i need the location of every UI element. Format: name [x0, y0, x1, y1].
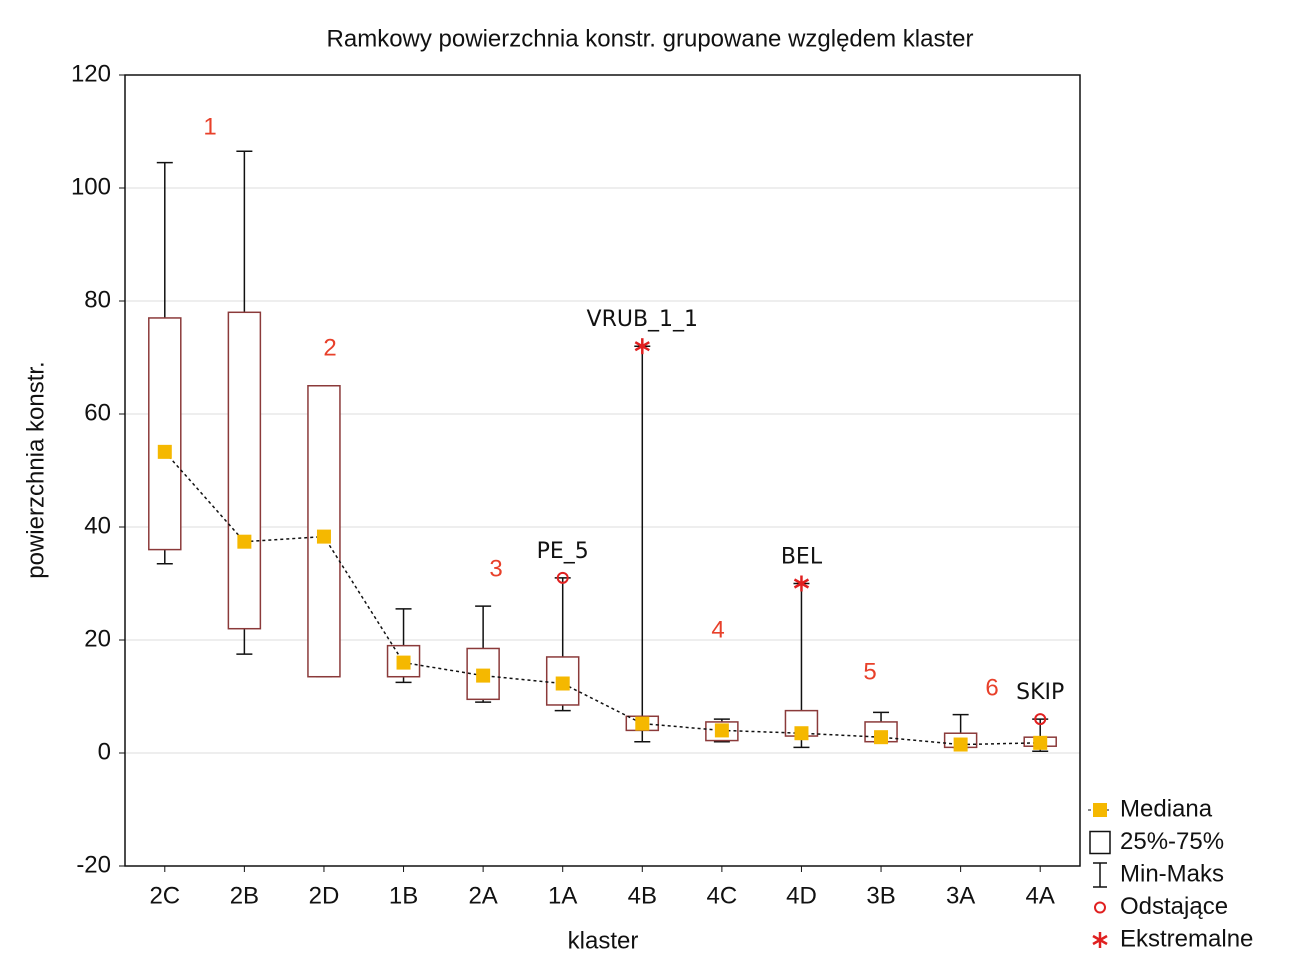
y-tick-label: 40	[84, 512, 111, 539]
x-tick-label: 3B	[866, 882, 895, 909]
group-label: 5	[863, 658, 876, 685]
chart-title: Ramkowy powierzchnia konstr. grupowane w…	[327, 25, 974, 52]
group-label: 1	[203, 113, 216, 140]
median-marker	[396, 655, 411, 670]
x-tick-label: 1B	[389, 882, 418, 909]
y-tick-label: 0	[98, 738, 111, 765]
outlier	[556, 571, 569, 584]
y-tick-label: 100	[71, 173, 111, 200]
legend-label: Ekstremalne	[1120, 925, 1253, 952]
plot-frame	[124, 74, 1081, 867]
legend-box	[1089, 830, 1111, 855]
median-marker	[1033, 735, 1048, 750]
median-marker	[237, 534, 252, 549]
x-tick-label: 3A	[946, 882, 975, 909]
x-tick-label: 4A	[1026, 882, 1055, 909]
outlier-label: SKIP	[1016, 680, 1064, 705]
x-tick-label: 2C	[149, 882, 180, 909]
x-tick-label: 4C	[707, 882, 738, 909]
median-marker	[157, 444, 172, 459]
x-tick-label: 2A	[468, 882, 497, 909]
y-tick-label: 120	[71, 60, 111, 87]
extreme-label: VRUB_1_1	[587, 307, 699, 332]
legend-median	[1093, 803, 1107, 817]
x-tick-label: 1A	[548, 882, 577, 909]
group-label: 3	[489, 555, 502, 582]
legend-label: 25%-75%	[1120, 828, 1224, 855]
median-marker	[714, 723, 729, 738]
median-marker	[874, 730, 889, 745]
x-axis-label: klaster	[568, 927, 639, 954]
median-marker	[953, 737, 968, 752]
y-axis-label: powierzchnia konstr.	[22, 361, 49, 578]
extreme-stroke	[634, 341, 650, 352]
legend-label: Mediana	[1120, 795, 1213, 822]
x-tick-label: 2D	[309, 882, 340, 909]
x-tick-label: 4D	[786, 882, 817, 909]
group-label: 6	[985, 674, 998, 701]
median-marker	[316, 529, 331, 544]
outlier-label: PE_5	[537, 539, 589, 564]
extreme-stroke	[1092, 934, 1108, 946]
median-marker	[635, 716, 650, 731]
box	[148, 317, 182, 551]
y-tick-label: 20	[84, 625, 111, 652]
median-marker	[476, 668, 491, 683]
y-tick-label: 60	[84, 399, 111, 426]
median-marker	[794, 726, 809, 741]
legend-outlier	[1094, 901, 1106, 914]
extreme	[793, 575, 810, 592]
legend-label: Min-Maks	[1120, 860, 1224, 887]
median-marker	[555, 676, 570, 691]
outlier	[1034, 713, 1047, 726]
extreme-stroke	[793, 578, 810, 589]
y-tick-label: -20	[76, 851, 111, 878]
group-label: 2	[323, 334, 336, 361]
extreme-label: BEL	[781, 545, 823, 570]
group-label: 4	[711, 616, 724, 643]
median-line	[164, 451, 1041, 746]
x-tick-label: 2B	[230, 882, 259, 909]
x-tick-label: 4B	[628, 882, 657, 909]
box	[227, 311, 262, 630]
legend-label: Odstające	[1120, 893, 1228, 920]
y-tick-label: 80	[84, 286, 111, 313]
extreme	[634, 338, 650, 355]
legend-extreme	[1092, 932, 1108, 948]
